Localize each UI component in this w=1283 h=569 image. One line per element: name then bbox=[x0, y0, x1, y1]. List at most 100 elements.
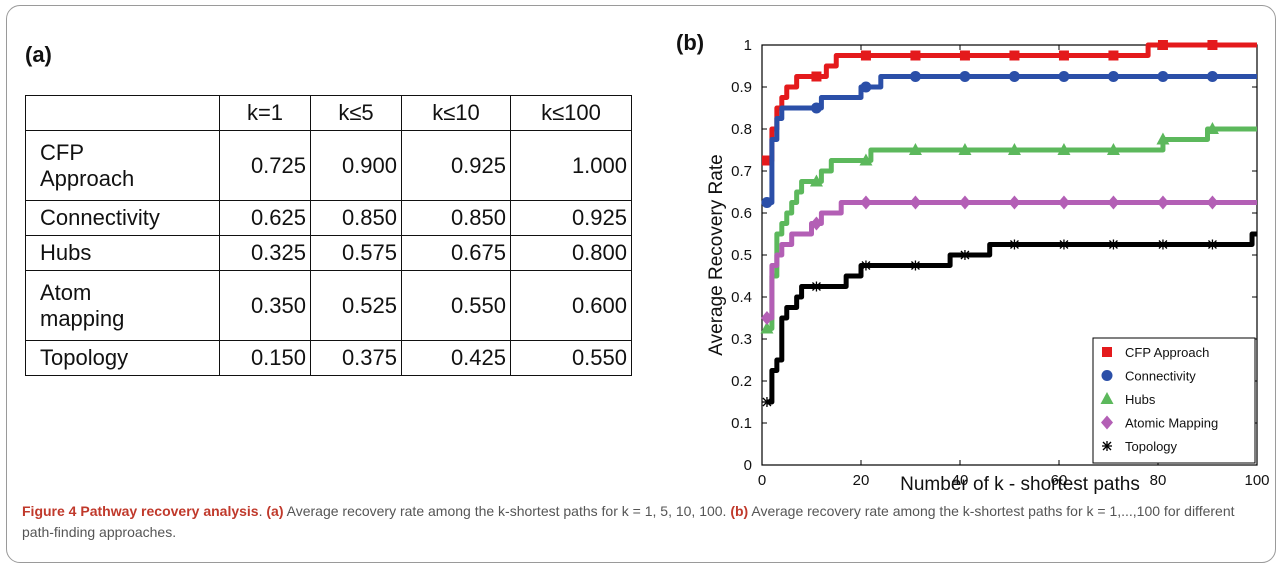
y-tick-label: 0.4 bbox=[731, 289, 752, 306]
table-header-cell: k≤10 bbox=[401, 95, 511, 131]
data-point bbox=[761, 155, 772, 166]
y-tick-label: 0.3 bbox=[731, 331, 752, 348]
data-point bbox=[1207, 40, 1218, 50]
legend-marker bbox=[1101, 415, 1113, 430]
y-tick-label: 0.2 bbox=[731, 373, 752, 390]
data-point bbox=[1008, 195, 1021, 210]
data-point bbox=[1207, 239, 1218, 250]
y-tick-label: 0.5 bbox=[731, 247, 752, 264]
row-name: Topology bbox=[25, 340, 220, 376]
data-point bbox=[1156, 195, 1169, 210]
data-point bbox=[860, 260, 871, 271]
y-tick-label: 0.9 bbox=[731, 79, 752, 96]
table-cell: 0.350 bbox=[219, 270, 311, 341]
data-point bbox=[860, 81, 872, 93]
figure-caption: Figure 4 Pathway recovery analysis. (a) … bbox=[22, 503, 1235, 540]
data-point bbox=[959, 71, 971, 82]
x-tick-label: 100 bbox=[1244, 472, 1269, 489]
x-tick-label: 0 bbox=[758, 472, 766, 489]
data-point bbox=[1009, 239, 1020, 250]
data-point bbox=[1206, 71, 1218, 82]
data-point bbox=[910, 50, 921, 61]
data-point bbox=[1107, 195, 1120, 210]
y-tick-label: 1 bbox=[744, 37, 752, 54]
legend-marker bbox=[1102, 441, 1112, 451]
caption-b-text: Average recovery rate among the k-shorte… bbox=[22, 503, 1235, 540]
panel-a-label: (a) bbox=[25, 42, 52, 67]
data-point bbox=[958, 195, 971, 210]
data-point bbox=[1106, 143, 1120, 155]
y-tick-label: 0.7 bbox=[731, 163, 752, 180]
table-cell: 0.575 bbox=[310, 235, 402, 271]
table-cell: 0.150 bbox=[219, 340, 311, 376]
legend-box bbox=[1092, 337, 1256, 464]
legend-marker bbox=[1101, 370, 1113, 381]
table-row: Hubs 0.325 0.575 0.675 0.800 bbox=[25, 235, 632, 271]
data-point bbox=[1157, 40, 1168, 50]
table-cell: 0.850 bbox=[310, 200, 402, 236]
table-cell: 0.725 bbox=[219, 130, 311, 201]
legend-marker bbox=[1100, 392, 1114, 404]
table-header-row: k=1 k≤5 k≤10 k≤100 bbox=[25, 95, 632, 131]
y-tick-label: 0.8 bbox=[731, 121, 752, 138]
row-name: Atom mapping bbox=[25, 270, 220, 341]
caption-b-marker: (b) bbox=[730, 503, 749, 519]
table-cell: 0.925 bbox=[510, 200, 632, 236]
data-point bbox=[859, 195, 872, 210]
table-header-cell bbox=[25, 95, 220, 131]
table-cell: 0.850 bbox=[401, 200, 511, 236]
legend-marker bbox=[1102, 347, 1112, 357]
series-line bbox=[766, 126, 1257, 331]
table-cell: 0.800 bbox=[510, 235, 632, 271]
data-point bbox=[1108, 50, 1119, 61]
data-point bbox=[761, 197, 773, 208]
row-name: Hubs bbox=[25, 235, 220, 271]
y-tick-label: 0.6 bbox=[731, 205, 752, 222]
series-line bbox=[766, 200, 1257, 321]
table-row: Topology 0.150 0.375 0.425 0.550 bbox=[25, 340, 632, 376]
data-point bbox=[1107, 71, 1119, 82]
data-point bbox=[910, 260, 921, 271]
data-point bbox=[760, 311, 773, 325]
data-point bbox=[810, 216, 823, 231]
legend-label: Atomic Mapping bbox=[1125, 416, 1218, 431]
table-row: CFP Approach 0.725 0.900 0.925 1.000 bbox=[25, 130, 632, 201]
series-line bbox=[766, 231, 1257, 405]
data-point bbox=[1156, 132, 1170, 145]
data-point bbox=[959, 50, 970, 61]
table-cell: 0.600 bbox=[510, 270, 632, 341]
x-tick-label: 20 bbox=[853, 472, 870, 489]
table-header-cell: k≤100 bbox=[510, 95, 632, 131]
data-point bbox=[810, 102, 822, 114]
data-point bbox=[909, 195, 922, 210]
data-point bbox=[811, 281, 822, 292]
x-axis-label: Number of k - shortest paths bbox=[900, 474, 1140, 495]
table-cell: 1.000 bbox=[510, 130, 632, 201]
table-cell: 0.375 bbox=[310, 340, 402, 376]
table-cell: 0.900 bbox=[310, 130, 402, 201]
data-point bbox=[958, 143, 972, 155]
table-cell: 0.550 bbox=[510, 340, 632, 376]
data-point bbox=[809, 174, 823, 187]
data-point bbox=[1206, 195, 1219, 210]
data-point bbox=[761, 397, 772, 407]
x-tick-label: 40 bbox=[952, 472, 969, 489]
panel-b-label: (b) bbox=[676, 30, 705, 55]
legend-label: Connectivity bbox=[1125, 369, 1196, 384]
table-cell: 0.425 bbox=[401, 340, 511, 376]
caption-a-text: Average recovery rate among the k-shorte… bbox=[286, 503, 727, 519]
data-point bbox=[1057, 195, 1070, 210]
data-point bbox=[1108, 239, 1119, 250]
data-point bbox=[811, 71, 822, 82]
data-point bbox=[959, 250, 970, 260]
series-line bbox=[766, 42, 1257, 163]
table-cell: 0.625 bbox=[219, 200, 311, 236]
data-point bbox=[1157, 71, 1169, 82]
x-tick-label: 60 bbox=[1051, 472, 1068, 489]
y-tick-label: 0 bbox=[744, 457, 752, 474]
data-point bbox=[1009, 50, 1020, 61]
row-name: CFP Approach bbox=[25, 130, 220, 201]
caption-figure-title: Pathway recovery analysis bbox=[80, 503, 259, 519]
table-row: Connectivity 0.625 0.850 0.850 0.925 bbox=[25, 200, 632, 236]
legend-label: CFP Approach bbox=[1125, 345, 1209, 360]
